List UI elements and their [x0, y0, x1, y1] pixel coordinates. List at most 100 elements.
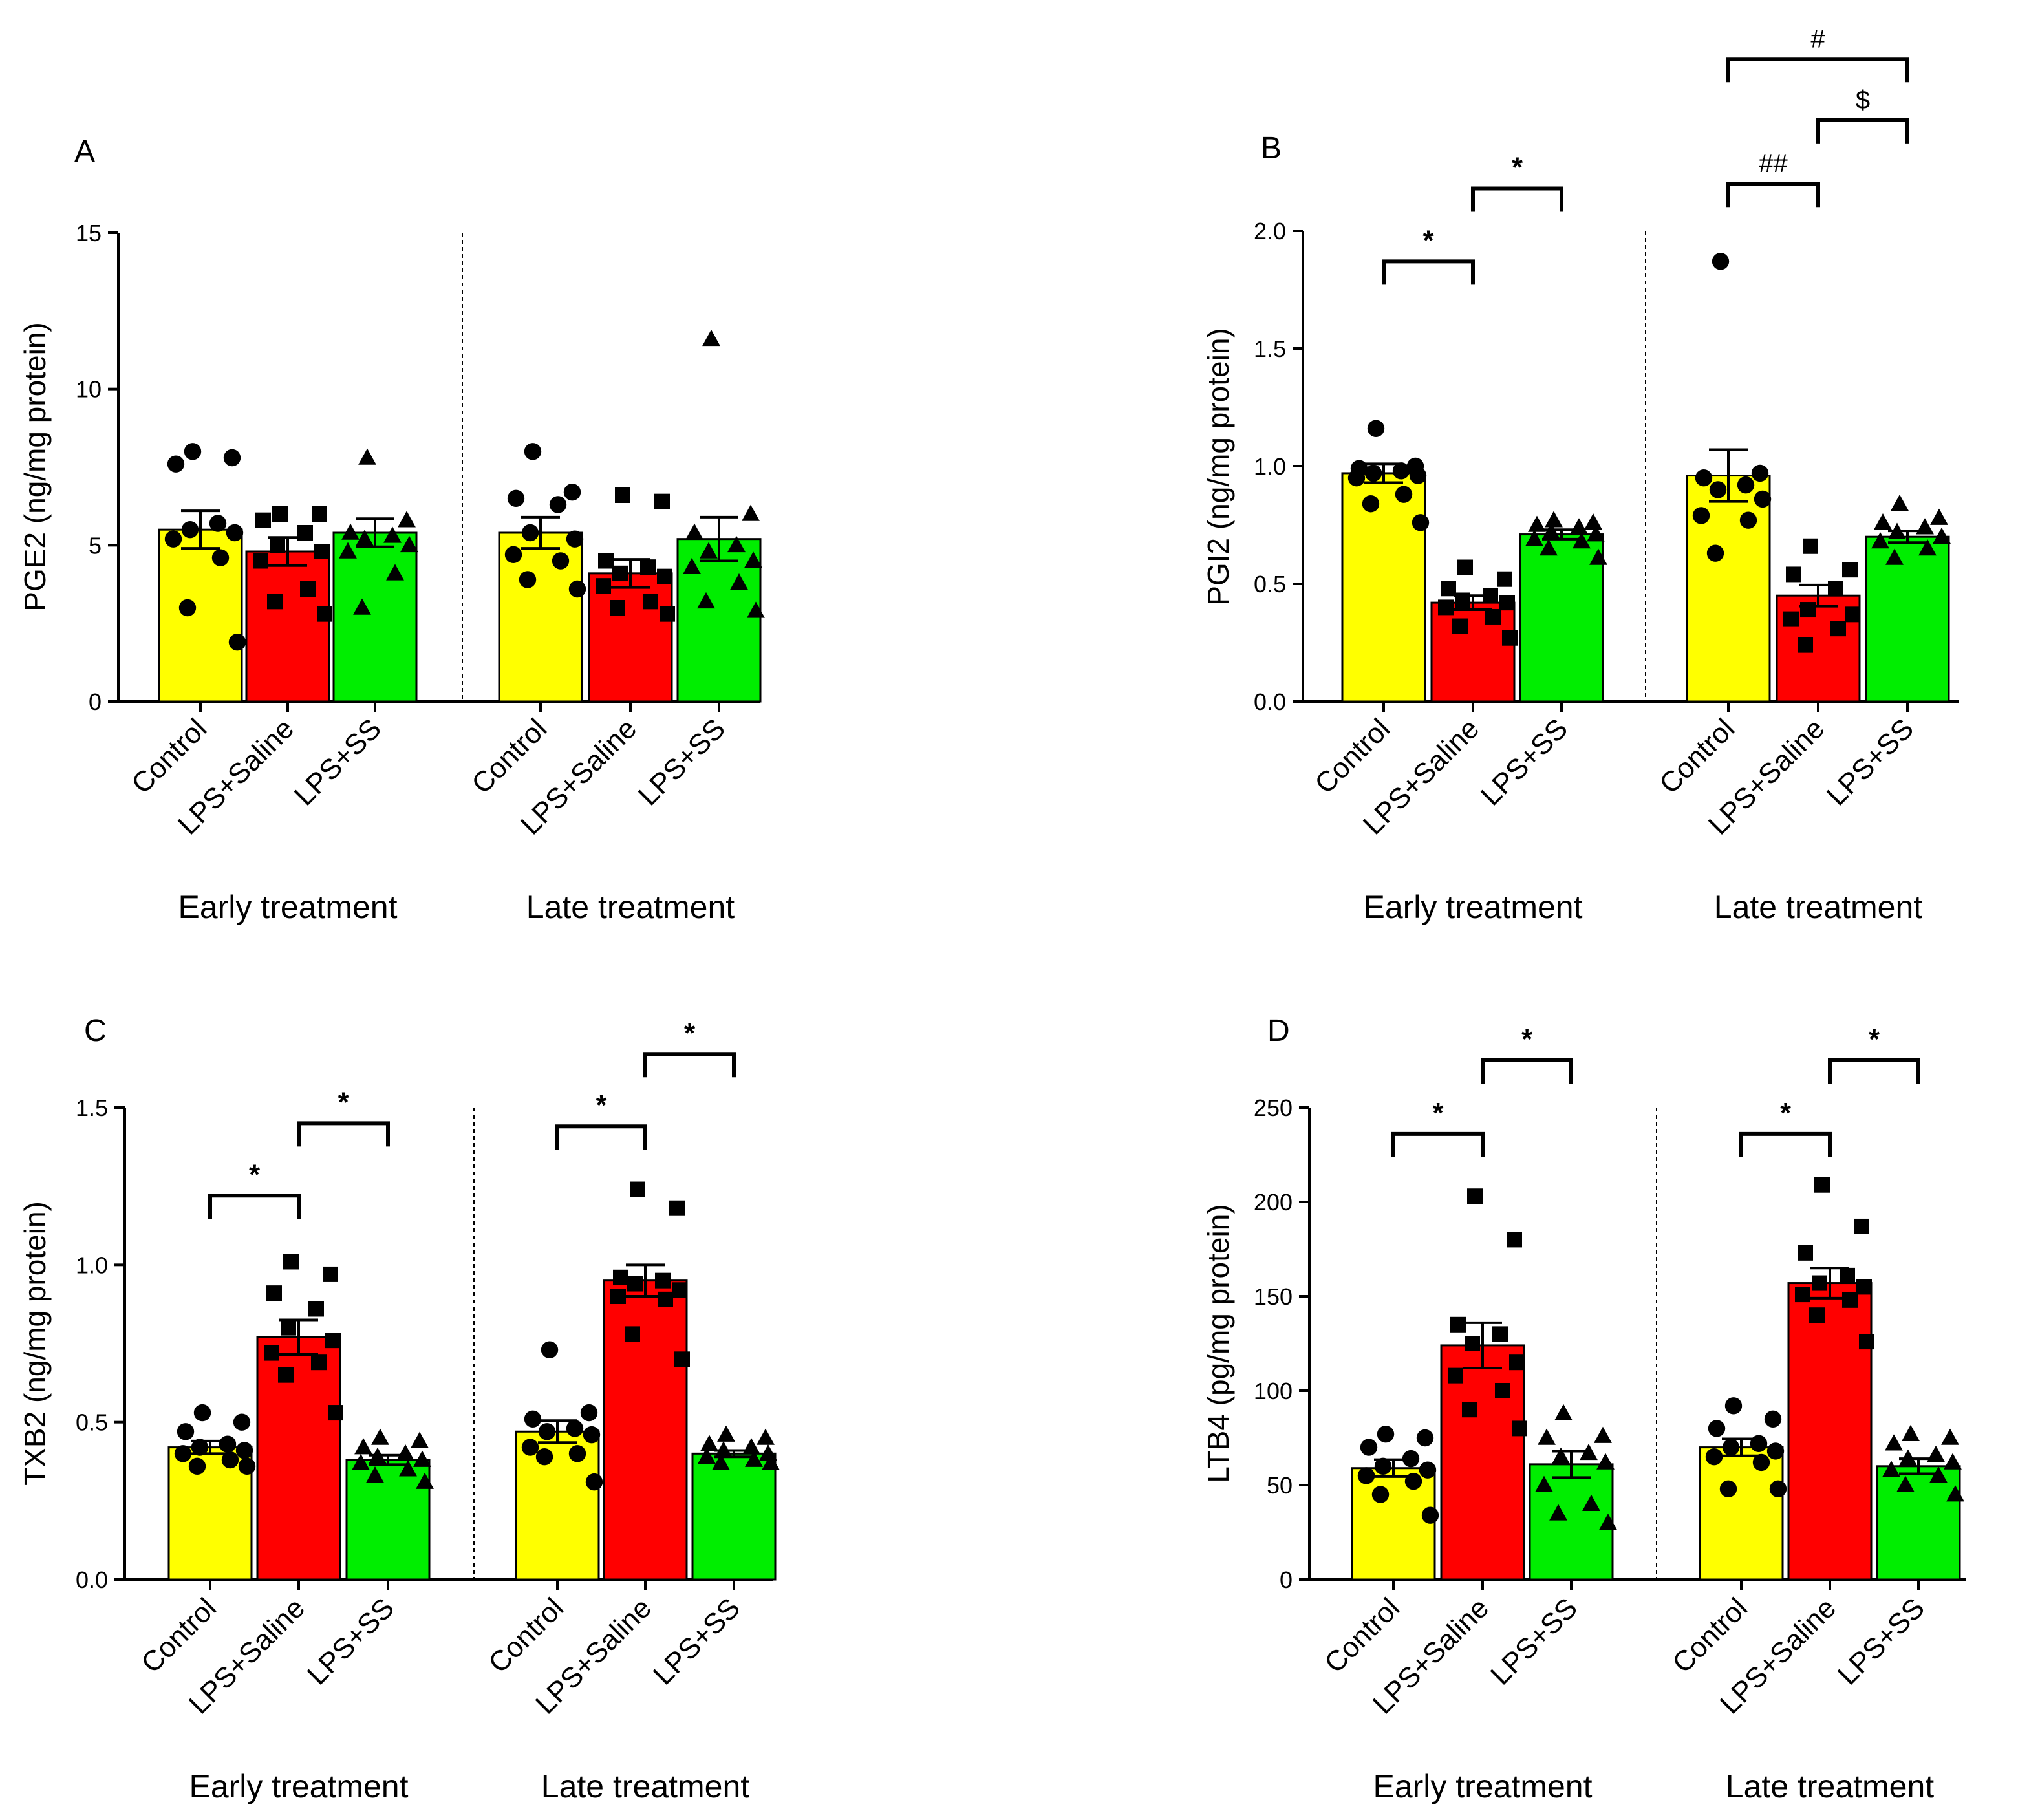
data-point-square [267, 594, 283, 610]
data-point-circle [524, 443, 542, 460]
y-tick-label: 0 [89, 689, 102, 715]
data-point-square [1803, 538, 1818, 554]
data-point-triangle [1549, 1504, 1567, 1521]
y-tick-label: 0.5 [76, 1409, 108, 1436]
data-point-circle [521, 524, 539, 542]
data-point-square [253, 553, 268, 569]
group-label: Late treatment [1714, 889, 1923, 925]
data-point-triangle [1874, 513, 1892, 530]
data-point-triangle [1582, 1494, 1600, 1511]
data-point-triangle [1933, 527, 1951, 544]
data-point-triangle [1899, 1449, 1917, 1466]
y-tick-label: 0 [1280, 1567, 1293, 1593]
data-point-square [1499, 595, 1515, 611]
data-point-square [655, 1272, 671, 1289]
panel-letter: A [74, 134, 95, 169]
data-point-circle [1377, 1425, 1395, 1443]
data-point-circle [167, 455, 185, 473]
data-point-triangle [1584, 513, 1602, 530]
data-point-triangle [745, 1450, 763, 1467]
data-point-circle [1764, 1410, 1782, 1428]
data-point-triangle [744, 551, 762, 568]
data-point-triangle [413, 1450, 431, 1467]
data-point-triangle [1871, 532, 1889, 549]
data-point-square [658, 1291, 673, 1307]
significance-label: * [1512, 151, 1523, 183]
data-point-triangle [1941, 1428, 1959, 1445]
data-point-circle [1719, 1480, 1737, 1498]
data-point-triangle [1944, 1453, 1962, 1470]
data-point-square [264, 1345, 279, 1361]
data-point-square [1842, 1292, 1858, 1308]
data-point-square [1462, 1402, 1477, 1418]
data-point-triangle [1885, 548, 1904, 565]
data-point-square [297, 525, 313, 541]
data-point-circle [191, 1439, 209, 1456]
data-point-triangle [1902, 1424, 1920, 1441]
data-point-triangle [1570, 518, 1588, 535]
data-point-triangle [1525, 530, 1543, 546]
y-axis-label: LTB4 (pg/mg protein) [1201, 1204, 1235, 1483]
data-point-square [1455, 592, 1470, 608]
data-point-circle [1766, 1442, 1785, 1460]
category-label: LPS+SS [632, 712, 731, 811]
data-point-triangle [697, 592, 715, 609]
data-point-triangle [1528, 515, 1546, 532]
data-point-triangle [1885, 1434, 1903, 1451]
data-point-circle [1705, 1448, 1723, 1466]
y-axis-label: PGI2 (ng/mg protein) [1201, 328, 1235, 606]
data-point-square [630, 1181, 645, 1197]
data-point-circle [1409, 467, 1427, 484]
data-point-circle [219, 1435, 237, 1453]
significance-bracket [1471, 186, 1563, 212]
data-point-circle [521, 1439, 539, 1456]
significance-bracket [1391, 1131, 1485, 1157]
significance-label: * [684, 1017, 696, 1049]
data-point-square [610, 600, 625, 616]
data-point-circle [541, 1341, 559, 1358]
data-point-square [674, 1351, 690, 1367]
data-point-triangle [742, 1438, 760, 1455]
category-label: LPS+SS [1475, 712, 1574, 811]
data-point-circle [193, 1404, 211, 1422]
data-point-square [1830, 621, 1846, 637]
group-label: Early treatment [189, 1768, 408, 1804]
data-point-circle [1695, 469, 1713, 487]
bar [245, 550, 330, 703]
significance-bracket [208, 1194, 301, 1219]
data-point-circle [585, 1473, 603, 1491]
data-point-circle [1769, 1480, 1787, 1498]
data-point-circle [1712, 253, 1730, 270]
data-point-square [1828, 581, 1843, 597]
data-point-circle [1347, 469, 1366, 487]
data-point-circle [188, 1457, 206, 1475]
data-point-circle [1750, 1435, 1768, 1452]
data-point-square [1809, 1307, 1825, 1323]
data-point-square [1450, 1316, 1466, 1333]
data-point-triangle [1888, 522, 1906, 539]
data-point-square [1854, 1218, 1869, 1234]
data-point-triangle [685, 523, 703, 540]
significance-label: * [249, 1159, 261, 1190]
data-point-square [1452, 618, 1468, 634]
data-point-circle [1722, 1439, 1740, 1456]
data-point-circle [164, 530, 182, 548]
data-point-square [643, 594, 658, 610]
data-point-square [314, 544, 330, 559]
bar [691, 1452, 777, 1581]
bar [603, 1279, 688, 1581]
data-point-square [1798, 637, 1813, 653]
data-point-triangle [1596, 1453, 1615, 1470]
category-label: LPS+SS [647, 1592, 746, 1691]
data-point-triangle [383, 526, 402, 543]
y-tick-label: 100 [1254, 1378, 1293, 1404]
data-point-triangle [1946, 1485, 1964, 1502]
category-label: LPS+SS [301, 1592, 400, 1691]
data-point-square [1465, 1336, 1480, 1351]
data-point-triangle [1882, 1461, 1900, 1477]
data-point-square [672, 1282, 687, 1298]
group-label: Late treatment [541, 1768, 750, 1804]
data-point-triangle [730, 573, 748, 590]
significance-bracket [1739, 1131, 1832, 1157]
